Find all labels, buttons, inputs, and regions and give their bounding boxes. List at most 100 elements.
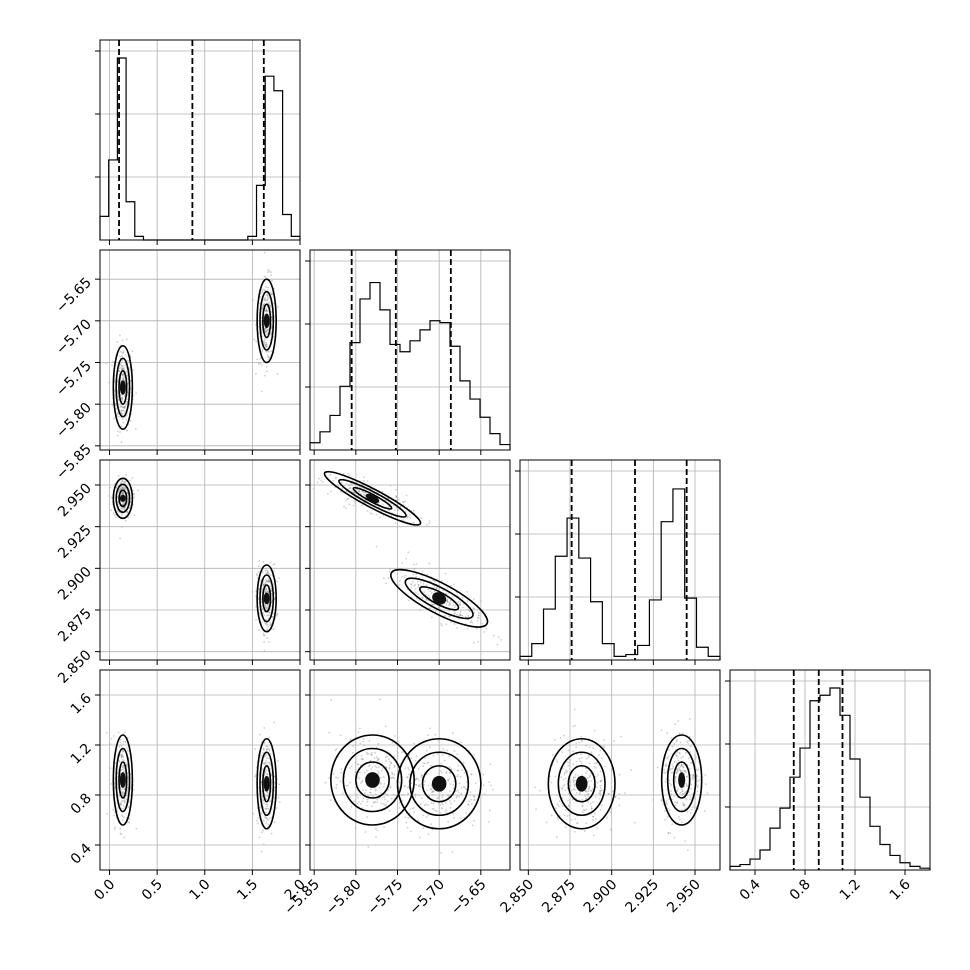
sample-point xyxy=(122,740,125,743)
sample-point xyxy=(560,776,563,779)
hist-bin xyxy=(544,609,556,660)
sample-point xyxy=(120,366,123,369)
sample-point xyxy=(121,487,124,490)
sample-point xyxy=(373,751,376,754)
sample-point xyxy=(390,762,393,765)
sample-point xyxy=(464,616,467,618)
hist-bin xyxy=(870,826,880,870)
sample-point xyxy=(453,750,456,753)
sample-point xyxy=(269,800,272,803)
sample-point xyxy=(126,786,129,789)
sample-point xyxy=(575,791,578,794)
sample-point xyxy=(688,768,691,770)
sample-point xyxy=(356,782,359,784)
panel-frame xyxy=(309,459,511,661)
sample-point xyxy=(117,501,119,504)
sample-point xyxy=(119,741,122,744)
sample-point xyxy=(119,488,122,491)
sample-point xyxy=(265,310,268,313)
sample-point xyxy=(119,804,122,806)
sample-point xyxy=(466,600,469,603)
sample-point xyxy=(256,574,258,577)
sample-point xyxy=(670,790,672,793)
sample-point xyxy=(427,803,430,806)
sample-point xyxy=(465,590,468,593)
sample-point xyxy=(119,738,122,741)
y-tick-label: 1.6 xyxy=(68,690,95,717)
sample-point xyxy=(110,496,113,499)
sample-point xyxy=(684,797,687,800)
sample-point xyxy=(276,373,279,376)
density-contour xyxy=(390,568,489,628)
sample-point xyxy=(121,359,124,362)
sample-point xyxy=(685,784,688,787)
sample-point xyxy=(432,603,435,606)
sample-point xyxy=(268,761,271,764)
sample-point xyxy=(567,804,570,807)
sample-point xyxy=(600,778,603,781)
sample-point xyxy=(266,309,268,312)
sample-point xyxy=(449,790,451,793)
sample-point xyxy=(471,824,474,827)
sample-point xyxy=(389,777,392,780)
density-contour xyxy=(352,486,393,510)
sample-point xyxy=(667,832,670,835)
sample-point xyxy=(470,798,473,801)
sample-point xyxy=(395,506,398,509)
sample-point xyxy=(407,792,409,795)
sample-point xyxy=(270,332,273,335)
sample-point xyxy=(265,748,268,751)
hist-bin xyxy=(400,352,410,450)
sample-point xyxy=(408,754,411,756)
sample-point xyxy=(457,764,460,767)
sample-point xyxy=(345,784,348,787)
sample-point xyxy=(256,822,259,825)
sample-point xyxy=(127,776,129,779)
sample-point xyxy=(573,776,575,779)
sample-point xyxy=(419,803,422,806)
sample-point xyxy=(341,792,344,795)
sample-point xyxy=(446,749,449,752)
sample-point xyxy=(680,788,683,791)
sample-point xyxy=(121,365,124,368)
sample-point xyxy=(120,368,123,371)
sample-point xyxy=(129,479,132,482)
sample-point xyxy=(111,404,114,406)
sample-point xyxy=(427,833,430,836)
sample-point xyxy=(450,802,453,805)
y-tick-label: 0.8 xyxy=(68,791,95,818)
sample-point xyxy=(123,486,126,488)
sample-point xyxy=(263,341,266,344)
sample-point xyxy=(574,818,577,821)
sample-point xyxy=(669,832,672,835)
density-contour xyxy=(419,586,460,611)
sample-point xyxy=(676,754,678,757)
sample-point xyxy=(120,441,123,444)
sample-point xyxy=(257,571,260,573)
sample-point xyxy=(265,333,268,336)
sample-point xyxy=(566,815,569,817)
sample-point xyxy=(382,577,385,580)
sample-point xyxy=(458,795,461,798)
sample-point xyxy=(121,755,124,757)
sample-point xyxy=(126,787,129,790)
sample-point xyxy=(435,587,438,590)
sample-point xyxy=(431,603,434,606)
sample-point xyxy=(663,768,665,771)
sample-point xyxy=(122,373,125,376)
sample-point xyxy=(120,756,123,758)
sample-point xyxy=(561,767,564,770)
sample-point xyxy=(557,817,560,820)
sample-point xyxy=(124,519,127,522)
sample-point xyxy=(266,580,269,583)
sample-point xyxy=(392,776,395,779)
sample-point xyxy=(439,769,442,772)
sample-point xyxy=(270,327,273,330)
sample-point xyxy=(414,795,417,798)
sample-point xyxy=(353,492,356,494)
sample-point xyxy=(125,400,128,403)
sample-point xyxy=(667,831,670,834)
sample-point xyxy=(267,580,270,583)
sample-point xyxy=(277,796,280,799)
sample-point xyxy=(380,802,383,805)
